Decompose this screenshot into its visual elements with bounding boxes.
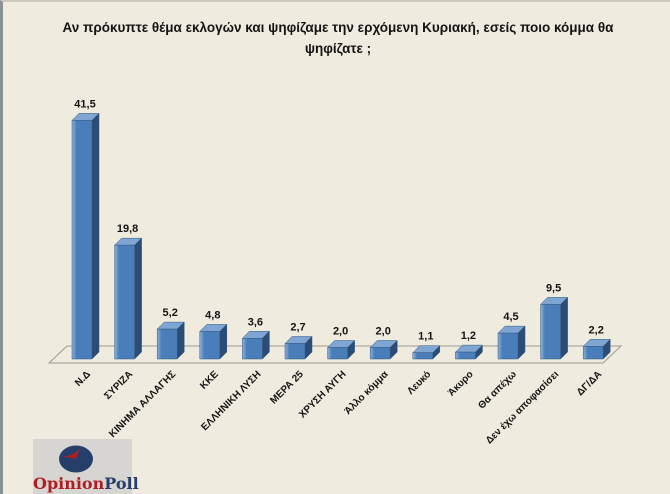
bar-value-label: 1,1 [418,331,433,343]
bar-9: 1,2 [454,330,484,360]
bar-front-face [540,304,561,360]
bar-value-label: 4,5 [503,311,518,323]
bar-7: 2,0 [369,326,398,360]
bar-12: 2,2 [582,324,611,360]
bar-value-label: 4,8 [205,309,220,321]
bar-value-label: 1,2 [461,330,476,342]
opinion-poll-logo: OpinionPoll [33,439,139,494]
bar-value-label: 2,7 [290,321,305,333]
bar-value-label: 2,0 [333,326,348,338]
bar-front-face [455,351,476,360]
bar-value-label: 19,8 [117,223,138,235]
bar-1: 19,8 [113,223,143,360]
pie-logo-icon [59,445,93,473]
bar-6: 2,0 [326,326,356,360]
bar-front-face [582,346,604,360]
bar-0: 41,5 [71,98,100,360]
bar-2: 5,2 [156,307,185,360]
bar-5: 2,7 [284,321,313,360]
bar-value-label: 3,6 [248,316,263,328]
logo-text-opinion: Opinion [33,474,105,493]
bar-front-face [199,331,221,360]
bar-8: 1,1 [412,331,441,360]
bar-4: 3,6 [241,316,271,360]
bar-side-face [91,112,100,360]
bar-front-face [156,328,178,360]
bar-side-face [134,237,142,360]
bar-front-face [497,332,519,360]
logo-text: OpinionPoll [33,474,139,493]
bar-front-face [242,338,263,360]
chart-floor [47,345,623,364]
bar-front-face [71,120,93,360]
bar-value-label: 9,5 [546,282,561,294]
bar-front-face [369,347,391,360]
bar-3: 4,8 [199,309,228,360]
bar-chart-canvas: 41,5 19,8 5,2 4,8 3,6 2,7 2,0 2,0 1,1 1,2 4,5 9,5 2,… [47,98,623,364]
bar-10: 4,5 [497,311,526,360]
bar-front-face [412,352,434,360]
bar-front-face [284,343,306,360]
bar-front-face [327,347,348,360]
bar-value-label: 2,2 [589,324,604,336]
bar-value-label: 5,2 [163,307,178,319]
bar-front-face [114,244,135,360]
chart-title: Αν πρόκυπτε θέμα εκλογών και ψηφίζαμε τη… [62,20,614,56]
bar-side-face [560,296,568,360]
bar-value-label: 41,5 [74,98,95,110]
logo-text-poll: Poll [104,474,139,493]
bar-value-label: 2,0 [376,326,391,338]
bar-11: 9,5 [539,282,569,360]
bar-chart-plot-area: 41,5 19,8 5,2 4,8 3,6 2,7 2,0 2,0 1,1 1,2 4,5 9,5 2,… [3,2,670,494]
